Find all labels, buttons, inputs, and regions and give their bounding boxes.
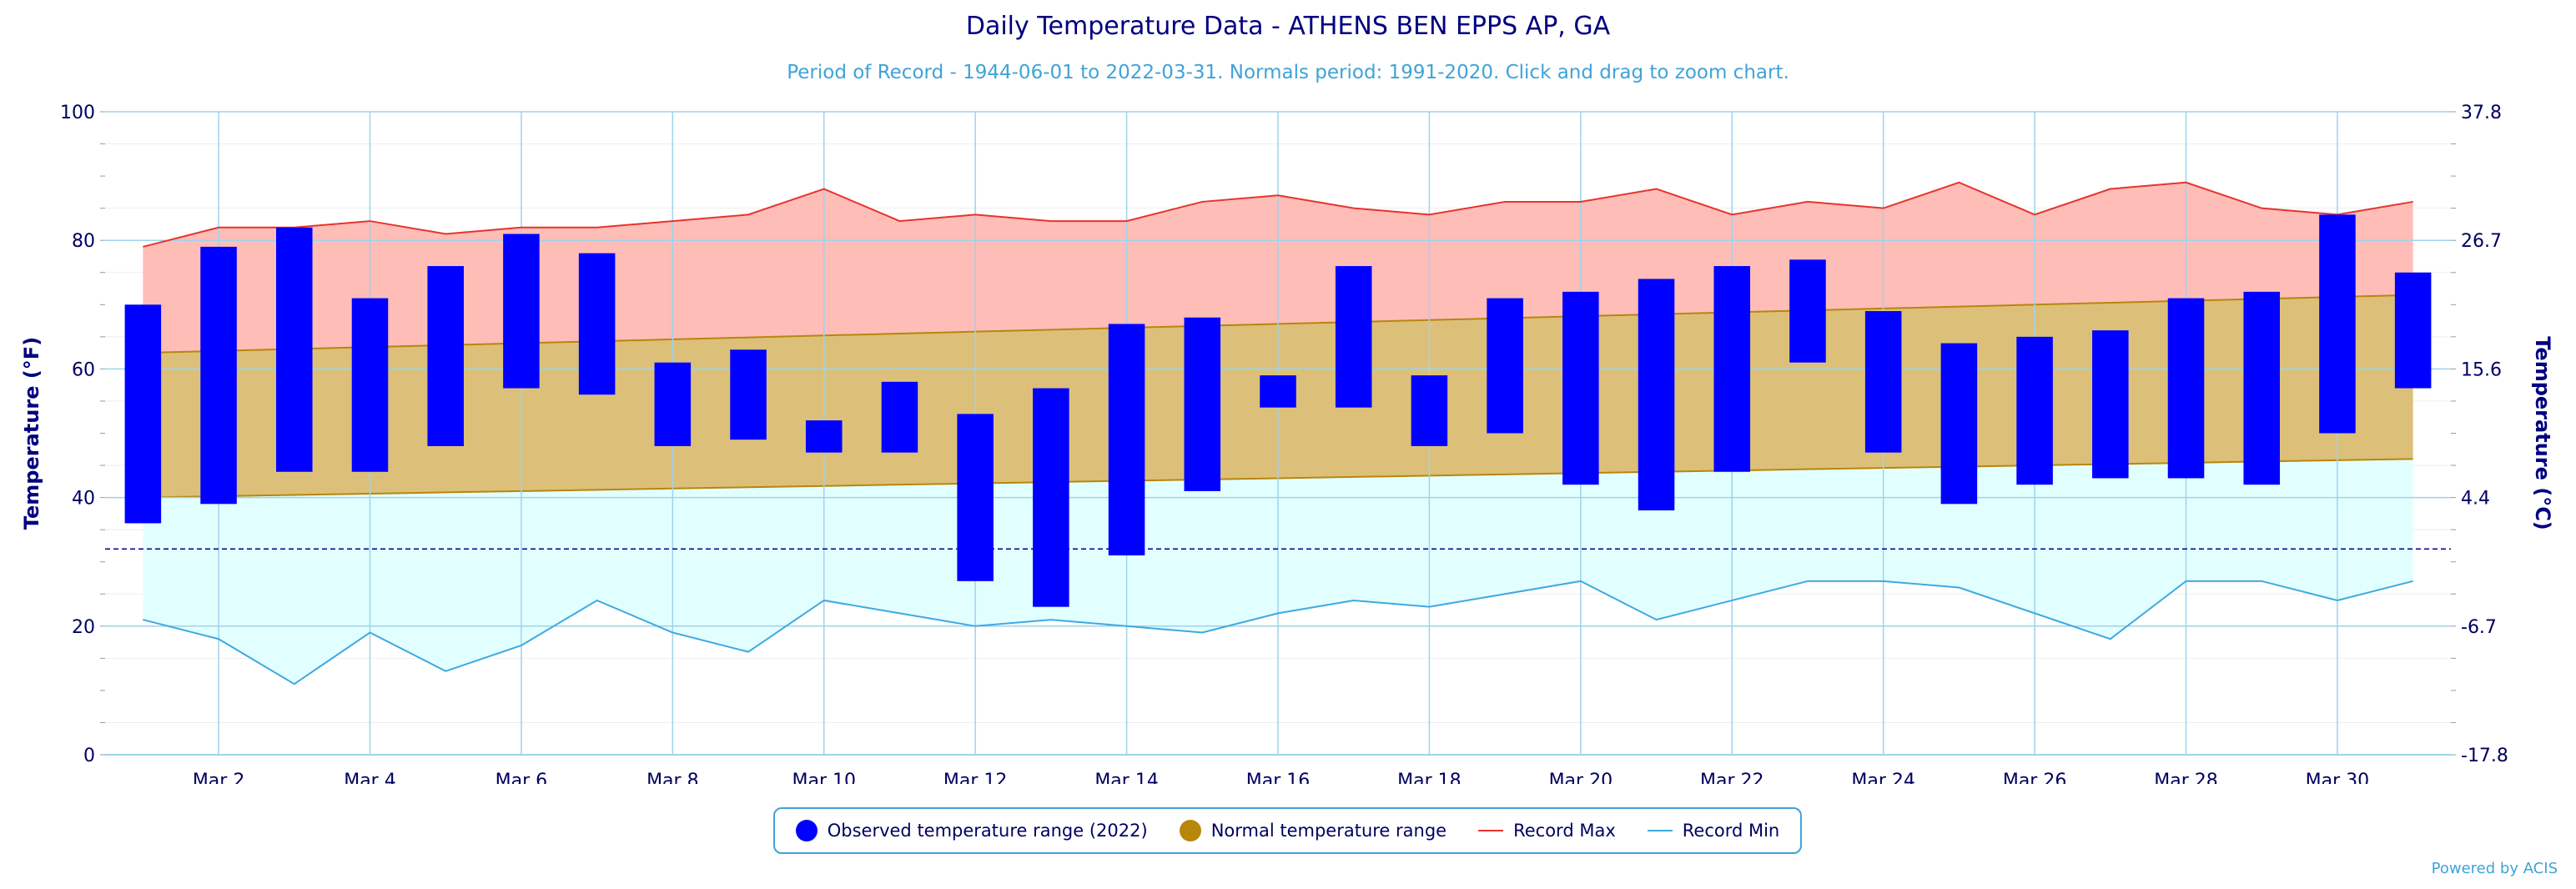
observed-bar bbox=[1108, 324, 1145, 555]
observed-bar bbox=[200, 246, 237, 505]
observed-bar bbox=[2092, 330, 2129, 479]
chart-title: Daily Temperature Data - ATHENS BEN EPPS… bbox=[965, 12, 1611, 41]
x-tick-label: Mar 18 bbox=[1397, 771, 1462, 784]
legend-item-normal[interactable]: Normal temperature range bbox=[1179, 820, 1447, 841]
observed-bar bbox=[2167, 298, 2205, 479]
observed-bar bbox=[351, 298, 389, 472]
y-tick-label: 20 bbox=[72, 617, 95, 638]
y-axis-title-right: Temperature (°C) bbox=[2531, 336, 2554, 530]
x-tick-label: Mar 20 bbox=[1549, 771, 1613, 784]
record-min-line bbox=[143, 580, 2413, 686]
legend-item-observed[interactable]: Observed temperature range (2022) bbox=[795, 820, 1148, 841]
x-tick-label: Mar 28 bbox=[2154, 771, 2218, 784]
y-right-tick-label: -17.8 bbox=[2461, 746, 2508, 766]
x-tick-label: Mar 6 bbox=[496, 771, 548, 784]
observed-bar bbox=[654, 362, 692, 446]
x-tick-label: Mar 30 bbox=[2306, 771, 2370, 784]
legend-item-record-max[interactable]: Record Max bbox=[1478, 821, 1616, 841]
observed-bar bbox=[957, 414, 994, 581]
plot-area[interactable]: 0 -17.8 20 -6.7 40 4.4 60 15.6 80 26.7 100 37.8 Mar … bbox=[0, 0, 2576, 784]
x-tick-label: Mar 24 bbox=[1851, 771, 1915, 784]
observed-bar bbox=[578, 253, 616, 395]
normal-swatch-icon bbox=[1179, 820, 1201, 841]
observed-bar bbox=[2319, 214, 2356, 434]
observed-bar bbox=[1033, 388, 1069, 607]
observed-bar bbox=[124, 304, 162, 524]
x-tick-label: Mar 14 bbox=[1094, 771, 1159, 784]
legend-label-observed: Observed temperature range (2022) bbox=[827, 821, 1148, 841]
observed-bar bbox=[1864, 311, 1902, 453]
y-tick-label: 60 bbox=[72, 359, 95, 380]
legend-label-normal: Normal temperature range bbox=[1210, 821, 1447, 841]
observed-bar bbox=[503, 234, 540, 389]
x-tick-label: Mar 4 bbox=[344, 771, 396, 784]
observed-bar bbox=[427, 266, 464, 446]
chart-legend: Observed temperature range (2022) Normal… bbox=[773, 807, 1802, 854]
x-tick-label: Mar 10 bbox=[792, 771, 856, 784]
chart-subtitle: Period of Record - 1944-06-01 to 2022-03… bbox=[787, 62, 1789, 83]
observed-bar bbox=[276, 227, 313, 472]
y-tick-label: 80 bbox=[72, 231, 95, 252]
x-tick-label: Mar 22 bbox=[1700, 771, 1764, 784]
observed-bar bbox=[1411, 375, 1448, 446]
observed-bar bbox=[1335, 266, 1372, 408]
observed-bar bbox=[1789, 259, 1826, 363]
legend-label-record-min: Record Min bbox=[1682, 821, 1780, 841]
observed-swatch-icon bbox=[795, 820, 818, 841]
acis-credit-link[interactable]: Powered by ACIS bbox=[2431, 860, 2558, 877]
y-right-tick-label: -6.7 bbox=[2461, 617, 2497, 638]
legend-item-record-min[interactable]: Record Min bbox=[1647, 821, 1780, 841]
x-tick-label: Mar 8 bbox=[647, 771, 699, 784]
x-tick-label: Mar 16 bbox=[1246, 771, 1311, 784]
y-tick-label: 40 bbox=[72, 489, 95, 510]
observed-bar bbox=[881, 381, 918, 453]
observed-bar bbox=[1184, 317, 1221, 491]
y-tick-label: 100 bbox=[60, 103, 95, 123]
y-axis-title: Temperature (°F) bbox=[20, 337, 43, 530]
y-right-tick-label: 4.4 bbox=[2461, 489, 2490, 510]
x-tick-label: Mar 2 bbox=[193, 771, 245, 784]
y-right-tick-label: 15.6 bbox=[2461, 359, 2502, 380]
record-max-swatch-icon bbox=[1478, 830, 1504, 831]
observed-bar bbox=[2243, 291, 2280, 485]
observed-bar bbox=[1713, 266, 1751, 472]
x-tick-label: Mar 26 bbox=[2003, 771, 2067, 784]
observed-bar bbox=[805, 420, 843, 453]
observed-bar bbox=[730, 349, 767, 440]
observed-bar bbox=[2394, 272, 2432, 389]
record-max-line bbox=[143, 181, 2413, 248]
record-min-swatch-icon bbox=[1647, 830, 1673, 831]
y-right-tick-label: 37.8 bbox=[2461, 103, 2502, 123]
observed-bar bbox=[1940, 343, 1978, 505]
observed-bar bbox=[1638, 279, 1675, 511]
legend-label-record-max: Record Max bbox=[1513, 821, 1616, 841]
y-right-tick-label: 26.7 bbox=[2461, 231, 2502, 252]
y-tick-label: 0 bbox=[83, 746, 95, 766]
observed-bar bbox=[1562, 291, 1599, 485]
observed-bar bbox=[1487, 298, 1523, 434]
x-tick-label: Mar 12 bbox=[943, 771, 1008, 784]
observed-bar bbox=[1260, 375, 1296, 408]
observed-bar bbox=[2016, 336, 2053, 485]
